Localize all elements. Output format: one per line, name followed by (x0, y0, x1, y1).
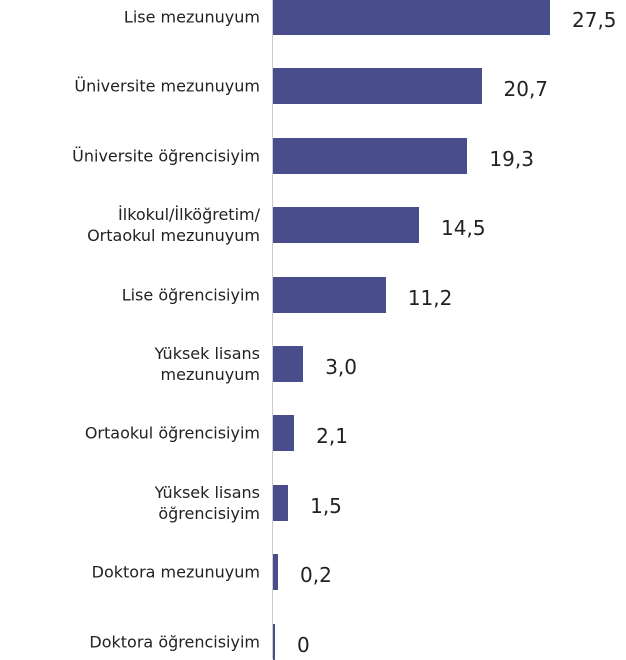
value-label: 1,5 (310, 493, 342, 518)
bar (273, 137, 468, 174)
axis-line (272, 0, 273, 659)
bar (273, 554, 278, 591)
category-label: Ortaokul öğrencisiyim (84, 423, 260, 443)
bar (273, 623, 275, 660)
value-label: 3,0 (325, 355, 358, 379)
value-label: 11,2 (407, 285, 453, 310)
bar (273, 0, 550, 35)
category-label: Üniversite mezunuyum (74, 76, 260, 96)
category-label: İlkokul/İlköğretim/ Ortaokul mezunuyum (87, 205, 260, 246)
category-label: Lise öğrencisiyim (121, 285, 260, 305)
category-label: Yüksek lisans mezunuyum (154, 344, 260, 384)
value-label: 0 (297, 632, 310, 657)
value-label: 19,3 (489, 146, 534, 171)
bar (273, 68, 482, 105)
category-label: Üniversite öğrencisiyim (72, 146, 260, 166)
category-label: Doktora öğrencisiyim (89, 632, 260, 652)
value-label: 2,1 (316, 424, 348, 449)
category-label: Doktora mezunuyum (91, 562, 260, 582)
bar (273, 276, 386, 313)
category-label: Yüksek lisans öğrencisiyim (154, 482, 260, 523)
bar (273, 415, 295, 452)
bar (273, 346, 304, 382)
bar (273, 207, 420, 244)
bar (273, 484, 289, 521)
value-label: 20,7 (503, 77, 549, 102)
value-label: 27,5 (572, 8, 617, 32)
value-label: 0,2 (300, 563, 332, 588)
category-label: Lise mezunuyum (123, 7, 260, 27)
value-label: 14,5 (441, 216, 486, 241)
